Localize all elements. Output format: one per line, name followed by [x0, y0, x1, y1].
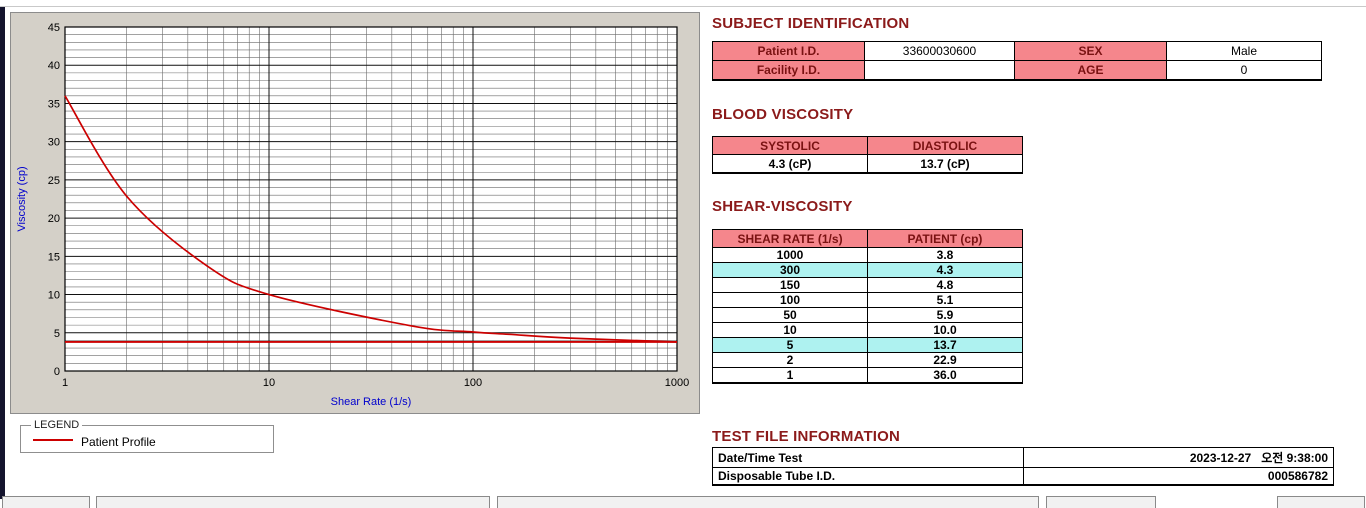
- patient-value-cell: 4.8: [867, 277, 1023, 293]
- chart-legend: LEGEND Patient Profile: [20, 419, 274, 453]
- table-row: 4.3 (cP) 13.7 (cP): [712, 154, 1023, 174]
- table-row: Disposable Tube I.D. 000586782: [712, 467, 1334, 486]
- systolic-value: 4.3 (cP): [712, 154, 868, 174]
- window-top-border: [0, 6, 1366, 7]
- test-file-table: Date/Time Test 2023-12-27 오전 9:38:00 Dis…: [712, 447, 1334, 486]
- diastolic-header: DIASTOLIC: [867, 136, 1023, 155]
- bottom-panel-3: [497, 496, 1039, 508]
- window-left-border: [0, 7, 5, 499]
- patient-id-label: Patient I.D.: [712, 41, 865, 61]
- svg-text:10: 10: [263, 377, 275, 389]
- shear-rate-cell: 300: [712, 262, 868, 278]
- subject-identification-table: Patient I.D. 33600030600 SEX Male Facili…: [712, 41, 1322, 81]
- table-row: Patient I.D. 33600030600 SEX Male: [712, 41, 1322, 61]
- table-row: 300 4.3: [712, 262, 1023, 278]
- shear-rate-cell: 150: [712, 277, 868, 293]
- patient-value-cell: 3.8: [867, 247, 1023, 263]
- subject-identification-heading: SUBJECT IDENTIFICATION: [712, 15, 910, 32]
- bottom-panel-5: [1277, 496, 1365, 508]
- svg-text:Viscosity (cp): Viscosity (cp): [16, 166, 28, 231]
- diastolic-value: 13.7 (cP): [867, 154, 1023, 174]
- shear-rate-header: SHEAR RATE (1/s): [712, 229, 868, 248]
- table-row: 50 5.9: [712, 307, 1023, 323]
- shear-rate-cell: 50: [712, 307, 868, 323]
- systolic-header: SYSTOLIC: [712, 136, 868, 155]
- svg-text:45: 45: [48, 22, 60, 34]
- shear-rate-cell: 10: [712, 322, 868, 338]
- svg-text:15: 15: [48, 251, 60, 263]
- svg-text:40: 40: [48, 60, 60, 72]
- shear-rate-cell: 1: [712, 367, 868, 384]
- legend-title: LEGEND: [34, 419, 80, 431]
- patient-value-cell: 5.1: [867, 292, 1023, 308]
- patient-value-cell: 13.7: [867, 337, 1023, 353]
- table-row: 150 4.8: [712, 277, 1023, 293]
- table-row: 1 36.0: [712, 367, 1023, 384]
- patient-cp-header: PATIENT (cp): [867, 229, 1023, 248]
- table-row: 5 13.7: [712, 337, 1023, 353]
- patient-value-cell: 10.0: [867, 322, 1023, 338]
- legend-line-sample: [33, 439, 73, 442]
- patient-value-cell: 22.9: [867, 352, 1023, 368]
- disposable-tube-id-value: 000586782: [1023, 467, 1334, 486]
- age-label: AGE: [1014, 60, 1167, 81]
- table-row: Date/Time Test 2023-12-27 오전 9:38:00: [712, 447, 1334, 468]
- shear-viscosity-heading: SHEAR-VISCOSITY: [712, 198, 853, 215]
- table-row: Facility I.D. AGE 0: [712, 60, 1322, 81]
- facility-id-value: [864, 60, 1015, 81]
- svg-text:10: 10: [48, 290, 60, 302]
- svg-text:Shear Rate (1/s): Shear Rate (1/s): [331, 396, 412, 408]
- svg-text:30: 30: [48, 137, 60, 149]
- legend-item-label: Patient Profile: [81, 434, 156, 449]
- bottom-panel-2: [96, 496, 490, 508]
- svg-text:1: 1: [62, 377, 68, 389]
- sex-label: SEX: [1014, 41, 1167, 61]
- patient-id-value: 33600030600: [864, 41, 1015, 61]
- bottom-panel-4: [1046, 496, 1156, 508]
- svg-text:100: 100: [464, 377, 482, 389]
- shear-rate-cell: 2: [712, 352, 868, 368]
- blood-viscosity-heading: BLOOD VISCOSITY: [712, 106, 854, 123]
- sex-value: Male: [1166, 41, 1322, 61]
- shear-rate-cell: 5: [712, 337, 868, 353]
- svg-text:35: 35: [48, 98, 60, 110]
- shear-rate-cell: 100: [712, 292, 868, 308]
- table-row: 2 22.9: [712, 352, 1023, 368]
- table-row: 10 10.0: [712, 322, 1023, 338]
- table-row: 1000 3.8: [712, 247, 1023, 263]
- disposable-tube-id-label: Disposable Tube I.D.: [712, 467, 1024, 486]
- patient-value-cell: 5.9: [867, 307, 1023, 323]
- bottom-panel-1: [2, 496, 90, 508]
- test-file-information-heading: TEST FILE INFORMATION: [712, 428, 901, 445]
- age-value: 0: [1166, 60, 1322, 81]
- svg-text:20: 20: [48, 213, 60, 225]
- svg-text:25: 25: [48, 175, 60, 187]
- table-row: SYSTOLIC DIASTOLIC: [712, 136, 1023, 155]
- datetime-test-label: Date/Time Test: [712, 447, 1024, 468]
- svg-text:0: 0: [54, 366, 60, 378]
- viscosity-chart-svg: 45 40 35 30 25 20 15 10 5 01 10 100 1000 Shear Rate (…: [16, 22, 689, 408]
- svg-text:1000: 1000: [665, 377, 689, 389]
- table-row: SHEAR RATE (1/s) PATIENT (cp): [712, 229, 1023, 248]
- patient-value-cell: 36.0: [867, 367, 1023, 384]
- viscosity-chart: 45 40 35 30 25 20 15 10 5 0 1 10 100 1000 Shear Rate (…: [10, 12, 700, 414]
- table-row: 100 5.1: [712, 292, 1023, 308]
- svg-text:5: 5: [54, 328, 60, 340]
- datetime-test-value: 2023-12-27 오전 9:38:00: [1023, 447, 1334, 468]
- blood-viscosity-table: SYSTOLIC DIASTOLIC 4.3 (cP) 13.7 (cP): [712, 136, 1023, 174]
- patient-value-cell: 4.3: [867, 262, 1023, 278]
- facility-id-label: Facility I.D.: [712, 60, 865, 81]
- shear-viscosity-table: SHEAR RATE (1/s) PATIENT (cp) 1000 3.8 3…: [712, 229, 1023, 384]
- shear-rate-cell: 1000: [712, 247, 868, 263]
